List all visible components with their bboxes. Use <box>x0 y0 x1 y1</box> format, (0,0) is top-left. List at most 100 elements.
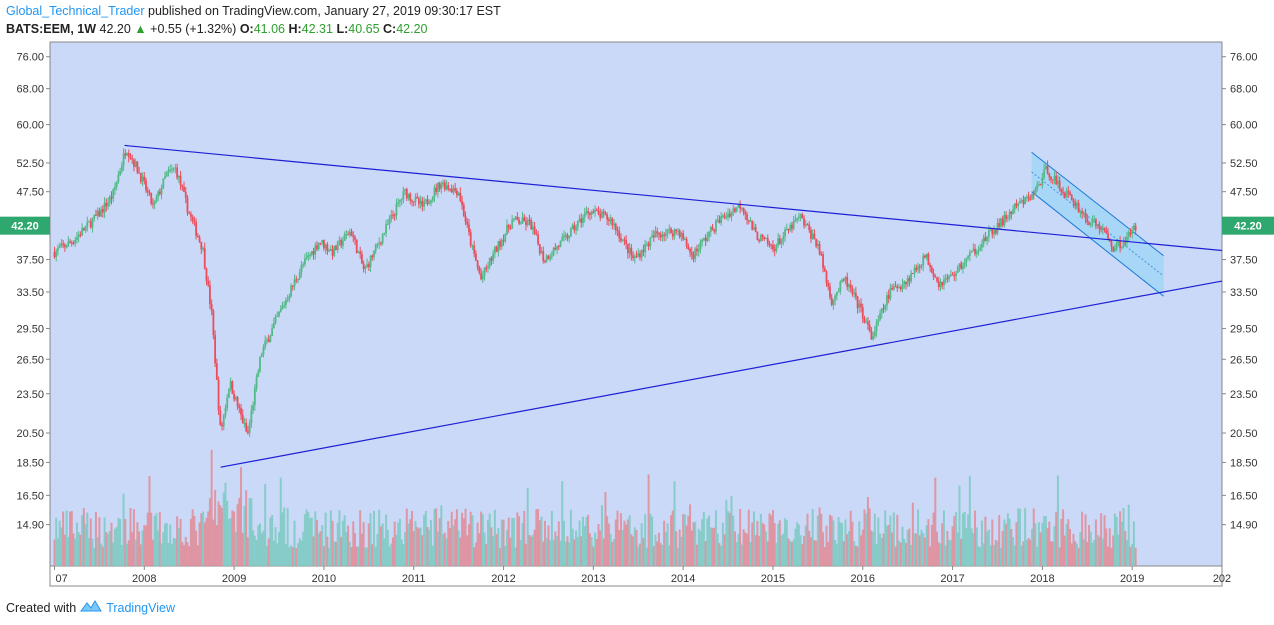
candle-body <box>271 328 274 337</box>
created-with-text: Created with <box>6 600 77 615</box>
author-link[interactable]: Global_Technical_Trader <box>6 4 145 18</box>
candle-body <box>929 264 932 268</box>
volume-bar <box>386 529 389 566</box>
candle-body <box>342 240 344 246</box>
volume-bar <box>229 518 232 566</box>
candle-body <box>595 209 598 211</box>
candle-body <box>231 381 234 394</box>
tradingview-logo-icon[interactable] <box>80 599 103 616</box>
volume-bar <box>416 527 419 566</box>
candle-body <box>1112 246 1115 252</box>
plot-area[interactable] <box>49 41 1223 567</box>
volume-bar <box>169 524 172 566</box>
candle-body <box>264 340 267 348</box>
candle-body <box>450 189 453 193</box>
volume-bar <box>692 522 695 566</box>
volume-bar <box>977 546 980 566</box>
candle-body <box>611 218 614 226</box>
candle-body <box>272 322 275 329</box>
volume-bar <box>1108 528 1111 566</box>
volume-bar <box>1055 512 1058 566</box>
volume-bar <box>982 543 985 566</box>
candle-body <box>1076 202 1078 206</box>
candle-body <box>806 224 809 226</box>
volume-bar <box>310 517 313 566</box>
volume-bar <box>941 523 944 566</box>
candle-body <box>437 182 439 193</box>
candle-body <box>469 232 472 246</box>
candle-body <box>1114 248 1116 252</box>
candle-body <box>706 236 709 241</box>
volume-bar <box>259 523 262 566</box>
volume-bar <box>132 509 135 566</box>
volume-bar <box>312 536 315 566</box>
volume-bar <box>678 529 681 566</box>
tradingview-link[interactable]: TradingView <box>106 600 175 615</box>
volume-bar <box>174 538 177 566</box>
volume-bar <box>1119 511 1122 566</box>
left-price-scale[interactable]: 76.0068.0060.0052.5047.5042.5037.5033.50… <box>16 52 50 532</box>
candle-body <box>1133 225 1135 231</box>
candle-body <box>1100 228 1103 230</box>
candle-body <box>335 245 337 251</box>
price-tick-label: 14.90 <box>1230 520 1258 532</box>
volume-bar <box>113 528 116 566</box>
volume-bar <box>143 525 146 566</box>
candle-body <box>557 246 560 248</box>
volume-bar <box>851 521 854 566</box>
candle-body <box>388 218 391 224</box>
volume-bar <box>333 541 336 566</box>
candle-body <box>561 237 564 241</box>
volume-bar <box>568 542 571 566</box>
candle-body <box>659 234 662 238</box>
candle-body <box>848 284 850 287</box>
candle-body <box>127 153 130 157</box>
volume-bar <box>360 533 363 566</box>
candle-body <box>1084 212 1087 219</box>
candle-body <box>323 240 325 249</box>
volume-bar <box>1003 519 1006 566</box>
volume-bar <box>899 542 902 566</box>
volume-bar <box>167 542 170 566</box>
candle-body <box>499 241 501 247</box>
volume-bar <box>221 507 224 566</box>
volume-bar <box>1127 504 1130 566</box>
candle-body <box>991 229 994 235</box>
volume-bar <box>960 538 963 566</box>
candle-body <box>977 250 980 252</box>
candle-body <box>177 175 180 178</box>
time-scale[interactable]: 07 2008 2009 2010 2011 2012 2013 2014 2015 2016 20… <box>53 566 1231 585</box>
candle-body <box>115 181 118 187</box>
volume-bar <box>376 533 379 566</box>
candle-body <box>1098 224 1101 229</box>
volume-bar <box>1086 541 1089 566</box>
volume-bar <box>835 543 838 566</box>
candle-body <box>822 254 824 269</box>
candle-body <box>1012 209 1014 214</box>
volume-bar <box>461 512 464 566</box>
candle-body <box>530 219 533 230</box>
price-tick-label: 26.50 <box>1230 354 1258 366</box>
candle-body <box>625 240 628 244</box>
volume-bar <box>164 523 167 566</box>
volume-bar <box>866 496 869 566</box>
trendlines[interactable] <box>124 144 1223 468</box>
volume-bar <box>81 515 84 566</box>
candle-body <box>120 165 123 172</box>
candle-body <box>1117 241 1120 243</box>
price-tick-label: 29.50 <box>1230 323 1258 335</box>
volume-bar <box>1058 547 1061 566</box>
volume-bar <box>214 490 217 566</box>
volume-bar <box>314 511 317 566</box>
right-price-scale[interactable]: 76.0068.0060.0052.5047.5042.5037.5033.50… <box>1222 52 1258 532</box>
volume-bar <box>685 525 688 566</box>
candle-body <box>937 281 940 288</box>
volume-bar <box>576 536 579 566</box>
candle-body <box>1096 224 1099 227</box>
price-tick-label: 68.00 <box>16 84 44 96</box>
volume-bar <box>519 540 522 566</box>
candle-body <box>903 281 906 285</box>
volume-bar <box>763 524 766 566</box>
volume-bar <box>756 520 759 566</box>
